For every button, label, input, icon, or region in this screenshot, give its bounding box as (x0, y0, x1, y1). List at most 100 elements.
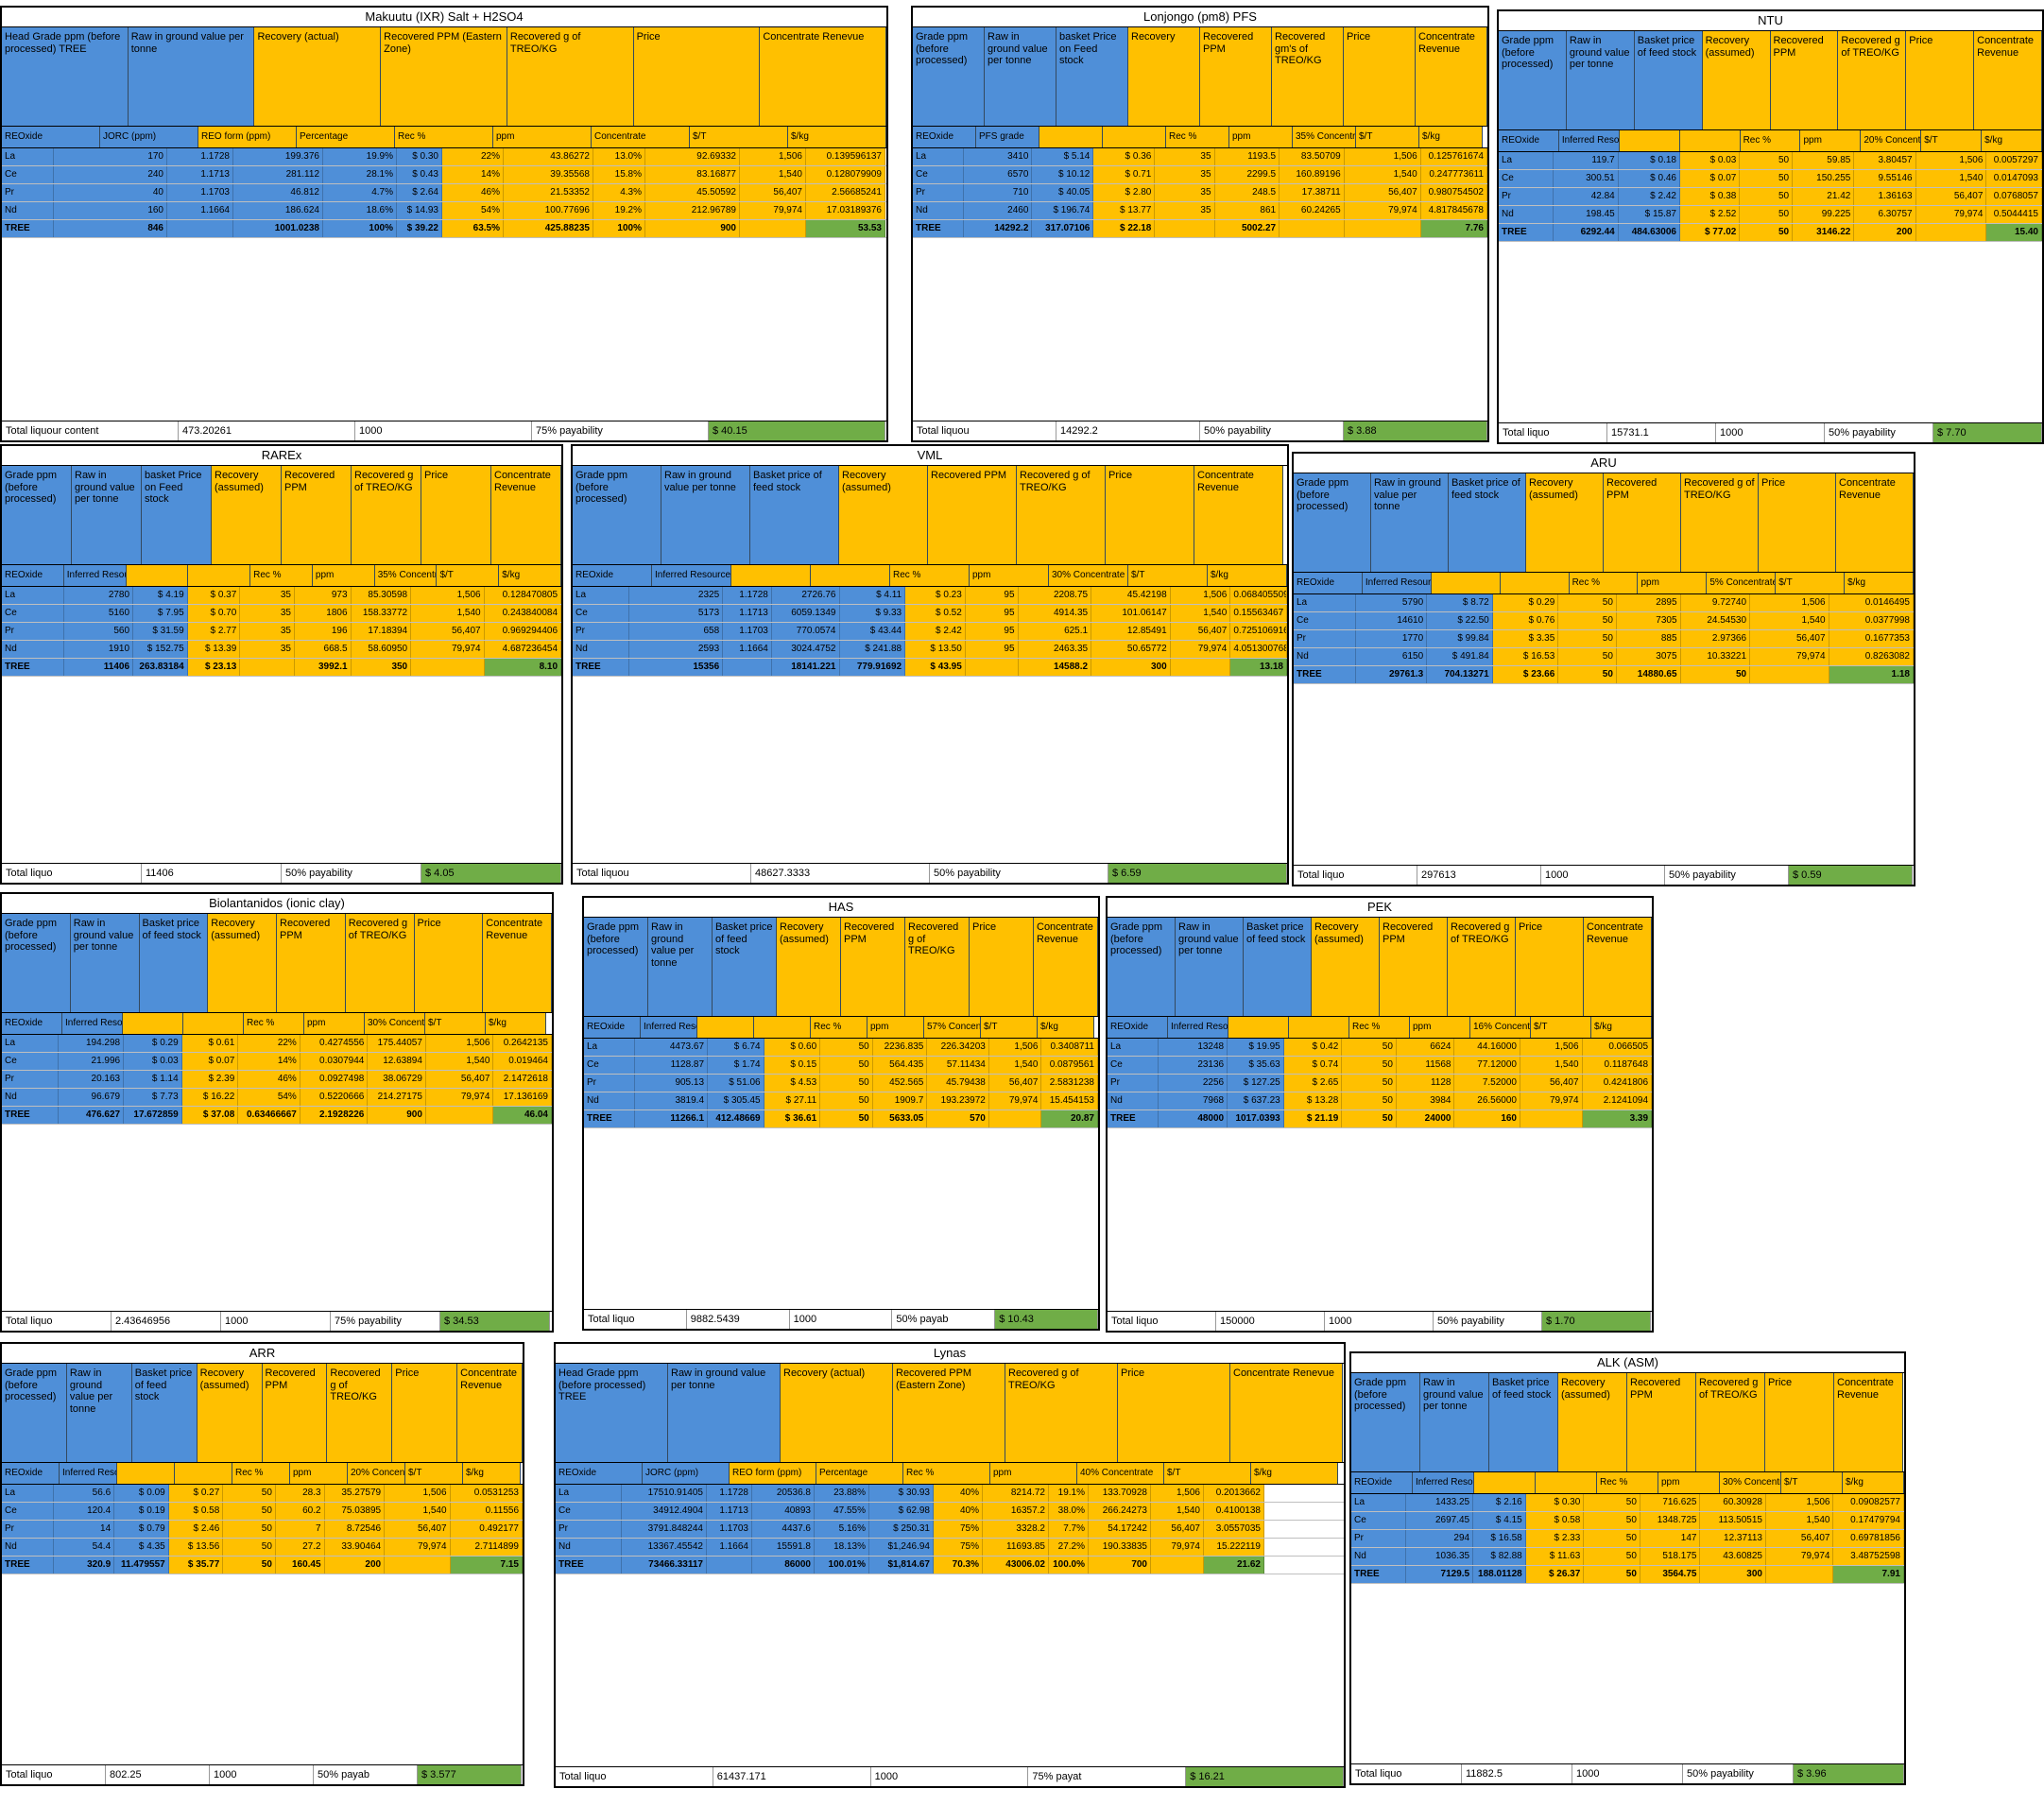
header-cell: Grade ppm (before processed) (2, 1364, 67, 1462)
table-cell: $ 22.50 (1427, 612, 1493, 629)
table-cell: 170 (54, 148, 167, 165)
subheader-cell: REOxide (556, 1463, 643, 1484)
table-cell: 50 (1584, 1530, 1640, 1547)
summary-cell: 11882.5 (1462, 1764, 1572, 1783)
tree-cell: 704.13271 (1427, 666, 1493, 683)
subheader-cell: $/T (425, 1013, 486, 1034)
subheader-cell: ppm (1638, 573, 1708, 593)
table-cell: 13.0% (593, 148, 645, 165)
header-cell: Recovered PPM (1380, 918, 1448, 1016)
table-cell: 0.969294406 (484, 623, 561, 640)
table-cell: 198.45 (1553, 206, 1619, 223)
table-row: Pr 658 1.1703 770.0574 $ 43.44 $ 2.42 95 625.1 1… (573, 623, 1287, 641)
table-cell: 50 (1740, 152, 1794, 169)
subheader-cell: 20% Concentrate (1861, 130, 1922, 151)
subheader-cell: $/T (1776, 573, 1846, 593)
tree-cell: 15.40 (1986, 224, 2042, 241)
header-band: Head Grade ppm (before processed) TREE Ra… (556, 1364, 1344, 1463)
table-cell: Nd (573, 641, 629, 658)
header-cell: Raw in ground value per tonne (1420, 1373, 1489, 1471)
tree-cell: 13.18 (1230, 659, 1287, 676)
table-cell: 186.624 (233, 202, 323, 219)
summary-cell: 50% payability (282, 864, 421, 883)
table-cell: Nd (1499, 206, 1554, 223)
table-row: La 1433.25 $ 2.16 $ 0.30 50 716.625 60.30928 1,… (1351, 1494, 1904, 1512)
table-cell: 9.72740 (1680, 594, 1751, 611)
tree-cell: 14880.65 (1616, 666, 1681, 683)
table-cell: $ 152.75 (133, 641, 188, 658)
table-cell: 0.243840084 (484, 605, 561, 622)
header-cell: Concentrate Revenue (1584, 918, 1652, 1016)
table-row: Ce 5160 $ 7.95 $ 0.70 35 1806 158.33772 1,540 0.… (2, 605, 561, 623)
table-cell: 56.6 (53, 1485, 115, 1502)
table-cell: $ 16.58 (1473, 1530, 1526, 1547)
table-cell: 2593 (628, 641, 724, 658)
table-row: La 4473.67 $ 6.74 $ 0.60 50 2236.835 226.34203… (584, 1039, 1098, 1057)
summary-cell: 1000 (210, 1765, 314, 1784)
tree-cell: 779.91692 (839, 659, 906, 676)
project-title: ARU (1294, 454, 1914, 473)
table-cell: 60.24265 (1280, 202, 1345, 219)
tree-cell: 570 (927, 1110, 989, 1127)
header-cell: Concentrate Revenue (491, 466, 561, 564)
table-cell: 1,506 (740, 148, 806, 165)
table-cell: 5.16% (815, 1521, 869, 1538)
subheader-cell: ppm (304, 1013, 365, 1034)
subheader-cell (1536, 1472, 1597, 1493)
table-cell: 2460 (964, 202, 1033, 219)
table-cell: 4437.6 (752, 1521, 815, 1538)
table-cell: 21.42 (1793, 188, 1855, 205)
table-cell: Pr (584, 1075, 635, 1092)
tree-cell: 484.63006 (1618, 224, 1680, 241)
table-cell: 2.5831238 (1041, 1075, 1098, 1092)
header-cell: Recovered PPM (1770, 31, 1839, 129)
table-cell: 1,540 (385, 1503, 451, 1520)
table-cell: 1,506 (1151, 1485, 1204, 1502)
table-cell: 79,974 (385, 1539, 451, 1556)
table-cell: 1,506 (1344, 148, 1421, 165)
subheader-cell: 16% Concentrate (1470, 1017, 1531, 1038)
table-cell: 1.1703 (723, 623, 772, 640)
tree-cell: 29761.3 (1355, 666, 1428, 683)
tree-cell: $ 43.95 (905, 659, 966, 676)
table-cell: 16357.2 (983, 1503, 1049, 1520)
table-cell: $ 491.84 (1427, 648, 1493, 665)
table-cell: $ 0.52 (905, 605, 966, 622)
table-cell: 27.2 (275, 1539, 325, 1556)
table-row: Nd 54.4 $ 4.35 $ 13.56 50 27.2 33.90464 79,974 2… (2, 1539, 523, 1557)
tree-cell: 100% (593, 220, 645, 237)
table-cell: 1,506 (988, 1039, 1042, 1056)
table-row: La 170 1.1728 199.376 19.9% $ 0.30 22% 43.86272… (2, 148, 886, 166)
tree-cell (1915, 224, 1987, 241)
subheader-cell: 30% Concentrate (365, 1013, 425, 1034)
summary-cell: 1000 (1572, 1764, 1683, 1783)
table-cell: La (573, 587, 629, 604)
table-cell: Ce (2, 1053, 59, 1070)
table-cell: Ce (2, 605, 64, 622)
table-cell: 518.175 (1640, 1548, 1701, 1565)
summary-cell: Total liquou (573, 864, 751, 883)
table-cell: 11693.85 (983, 1539, 1049, 1556)
header-cell: Recovery (assumed) (1558, 1373, 1627, 1471)
header-cell: Recovery (assumed) (1702, 31, 1771, 129)
table-cell: 39.35568 (504, 166, 593, 183)
header-cell: Raw in ground value per tonne (1371, 473, 1449, 572)
header-band: Grade ppm (before processed) Raw in groun… (1351, 1373, 1904, 1472)
table-cell: $ 13.39 (187, 641, 241, 658)
project-panel-aru: ARU Grade ppm (before processed) Raw in gr… (1292, 452, 1915, 886)
project-panel-makuutu: Makuutu (IXR) Salt + H2SO4 Head Grade ppm… (0, 6, 888, 442)
table-cell: 19.1% (1049, 1485, 1089, 1502)
table-cell: 1,540 (1170, 605, 1231, 622)
tree-cell (1155, 220, 1215, 237)
tree-cell: 20.87 (1041, 1110, 1098, 1127)
subheader-cell: Rec % (1740, 130, 1801, 151)
table-cell: $ 99.84 (1427, 630, 1493, 647)
tree-cell: 50 (1584, 1566, 1640, 1583)
tree-cell: 700 (1089, 1557, 1151, 1574)
header-cell: Raw in ground value per tonne (648, 918, 713, 1016)
table-cell: 45.42198 (1091, 587, 1171, 604)
payability-result: $ 6.59 (1108, 864, 1287, 883)
tree-cell: 3564.75 (1640, 1566, 1701, 1583)
table-cell: 79,974 (1344, 202, 1421, 219)
